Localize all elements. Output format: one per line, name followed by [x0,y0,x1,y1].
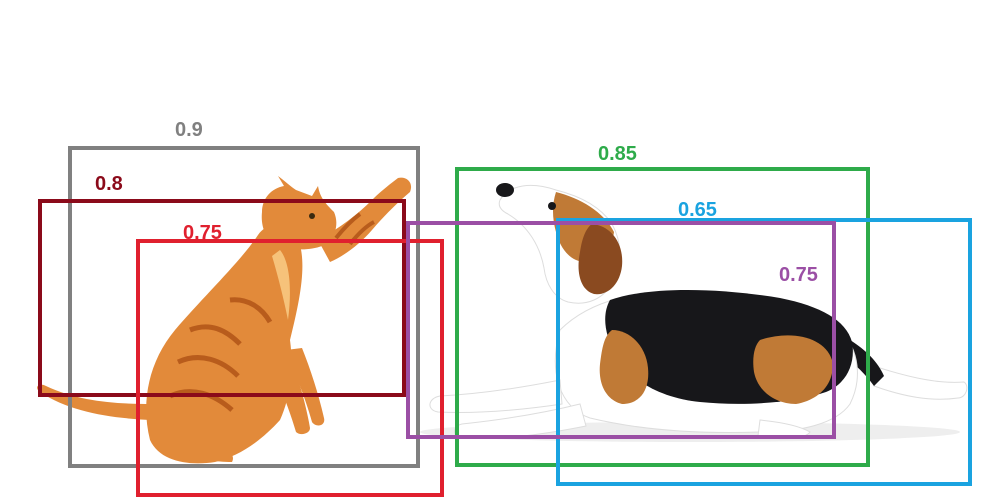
cat-eye [309,213,315,219]
cat-body [146,225,303,464]
cat-front-leg-2 [286,348,325,426]
score-label-purple: 0.75 [779,264,818,286]
cat-box-gray [68,146,420,468]
dog-tan-hip [753,335,833,404]
dog-nose [496,183,514,197]
cat-front-leg-1 [270,360,310,435]
dog-eye [548,202,556,210]
cat-box-maroon [38,199,406,397]
score-label-red: 0.75 [183,222,222,244]
cat-box-red [136,239,444,497]
dog-figure [429,183,968,440]
score-label-green: 0.85 [598,143,637,165]
dog-front-leg-1 [429,379,563,414]
cat-tail [37,384,152,420]
cat-head [261,176,337,250]
dog-tail [873,367,968,400]
score-label-gray: 0.9 [175,119,203,141]
dog-box-green [455,167,870,467]
dog-box-blue [556,218,972,486]
dog-front-leg-2 [454,403,587,439]
score-label-blue: 0.65 [678,199,717,221]
cat-back-leg [160,422,234,462]
cat-chest [272,250,290,320]
score-label-maroon: 0.8 [95,173,123,195]
dog-ear [578,224,623,295]
dog-box-purple [406,221,836,439]
dog-tan-shoulder [599,330,649,404]
